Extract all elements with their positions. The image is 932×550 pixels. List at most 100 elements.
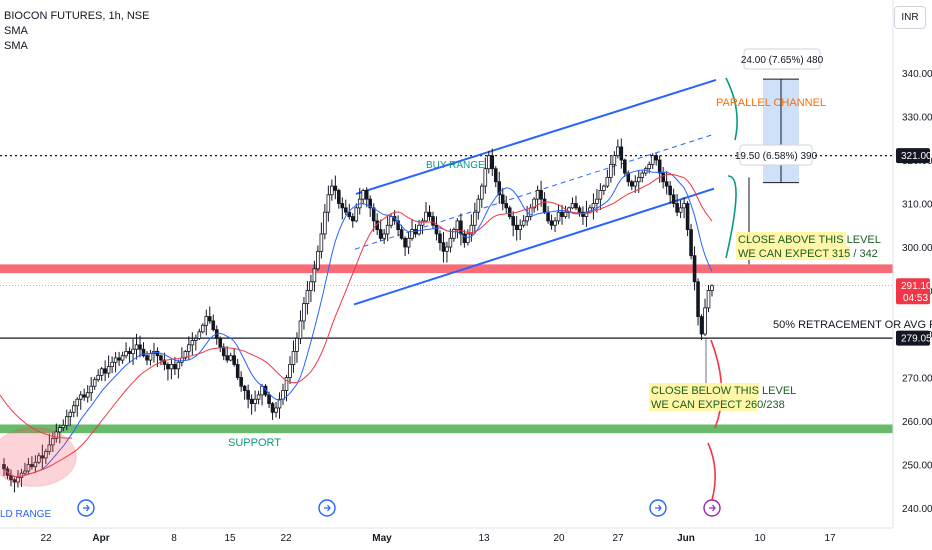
candle-body [483,168,488,187]
candle-body [629,181,634,187]
green-arrow-1 [725,175,737,259]
candle-body [431,216,435,226]
y-tick-label: 250.00 [902,461,932,472]
candle-body [682,203,686,209]
candle-body [221,346,226,357]
candle-body [9,474,13,481]
candle-body [51,437,55,446]
candle-body [539,190,543,200]
candle-body [92,379,97,387]
red-arrow-2 [707,442,716,501]
candle-body [211,320,216,331]
candle-body [696,281,700,317]
candle-body [16,477,20,483]
candle-body [654,155,658,161]
events-layer [77,499,721,517]
candle-body [521,220,526,226]
candle-body [183,350,188,359]
candle-body [113,357,118,363]
candle-body [525,216,529,222]
candle-body [44,451,48,459]
candle-body [12,479,17,483]
candle-body [225,355,230,361]
candle-body [200,324,205,333]
candle-body [692,255,697,283]
candle-body [124,350,128,357]
price-tag-bg [896,330,930,346]
x-tick-label: 22 [40,533,52,544]
candle-body [312,268,317,283]
candle-body [581,211,585,217]
candle-body [664,181,669,187]
x-axis[interactable]: 22 Apr 8 15 22 May 13 20 27 Jun 10 17 [0,527,893,544]
candle-body [493,168,498,183]
measure-label-box [743,48,821,70]
currency-button[interactable]: INR [894,6,926,29]
x-tick-label: Apr [92,533,109,544]
sma-layer [3,169,713,478]
candle-body [417,224,421,235]
symbol-title[interactable]: BIOCON FUTURES, 1h, NSE [4,10,150,22]
candle-body [668,185,672,196]
candle-body [37,455,41,463]
candle-body [239,377,243,387]
green-arrow-2 [725,77,738,141]
candle-body [61,424,66,428]
measure-label-box [739,144,813,166]
candle-body [309,281,313,291]
y-tick-label: 240.00 [902,504,932,515]
sma-indicator-1[interactable]: SMA [4,25,28,37]
candle-body [371,207,376,222]
candle-body [685,203,690,231]
annotation-bg [649,383,759,397]
y-tick-label: 340.00 [902,69,932,80]
x-tick-label: Jun [677,533,695,544]
candle-body [574,203,578,209]
candle-body [291,350,296,365]
candle-body [452,229,456,239]
candle-body [134,344,139,350]
sma-slow-line [3,173,713,478]
candle-body [466,233,470,244]
y-tick-label: 260.00 [902,417,932,428]
candle-body [368,198,373,209]
candle-body [82,394,87,398]
candle-body [23,470,27,474]
candle-body [40,455,45,459]
candle-body [187,344,191,352]
candle-body [330,185,334,196]
candle-body [162,359,167,365]
candle-body [284,377,289,391]
candle-body [242,385,247,391]
candle-body [47,444,52,452]
candle-body [577,207,582,213]
candle-body [337,190,341,204]
candle-body [542,198,547,213]
price-tag-bg [896,278,930,305]
candle-body [316,250,320,270]
candle-body [26,464,31,472]
measure-label: 19.50 (6.58%) 390 [735,151,818,162]
annotations-layer: 24.00 (7.65%) 480 19.50 (6.58%) 390 BUY RA… [0,48,932,520]
event-icon [83,504,90,512]
candle-body [127,350,132,354]
candle-body [106,366,111,374]
resistance-zone [0,264,893,274]
candle-body [535,190,540,200]
y-axis[interactable]: 240.00250.00260.00270.00280.00290.00300.… [892,0,932,528]
candle-body [595,198,599,204]
candle-body [232,355,236,365]
candle-body [671,194,676,204]
candle-body [650,155,655,165]
sma-indicator-2[interactable]: SMA [4,40,28,52]
annotation-bg [736,232,846,246]
candle-body [532,198,536,209]
candle-body [699,316,704,335]
annotation-bg [736,246,850,260]
candle-body [364,190,369,200]
candle-body [553,220,557,226]
candle-body [2,464,6,470]
candle-body [270,403,275,413]
annotation-text: PARALLEL CHANNEL [716,97,826,109]
